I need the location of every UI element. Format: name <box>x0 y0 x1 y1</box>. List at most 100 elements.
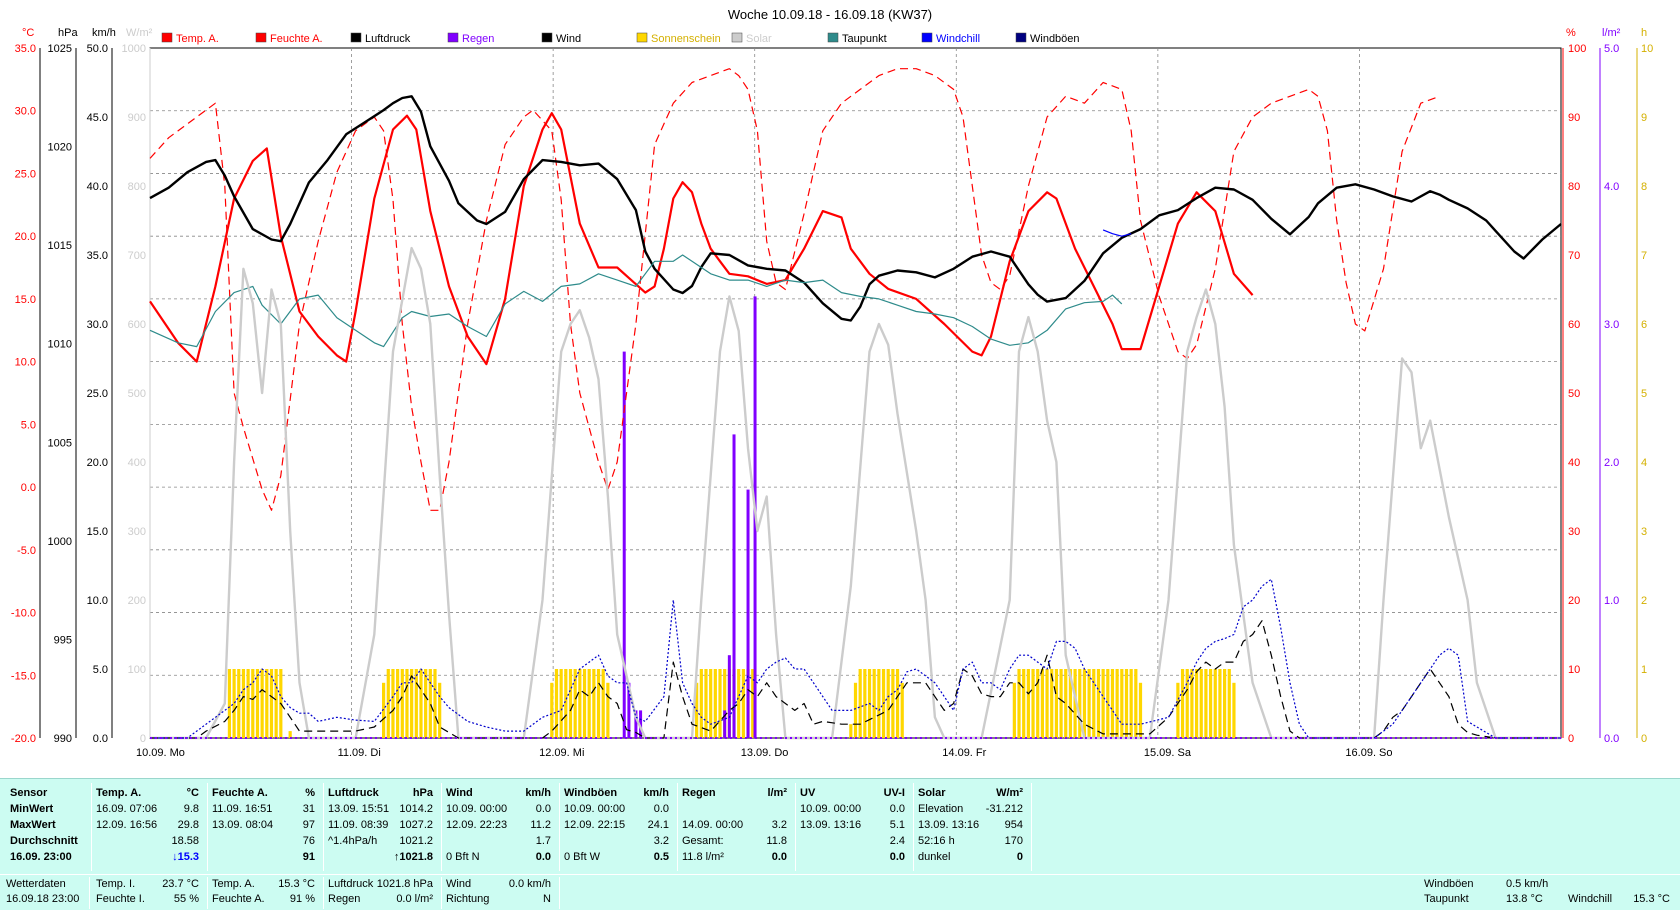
sunshine-bar <box>246 669 250 738</box>
stats-row-value: 1027.2 <box>399 819 433 831</box>
stats-row: ↑1021.8 <box>328 849 437 865</box>
legend-label: Sonnenschein <box>651 33 721 45</box>
stats-header-label: Windböen <box>564 787 618 799</box>
sunshine-bar <box>849 724 853 738</box>
legend-swatch <box>827 32 839 43</box>
axis-unit-sunshine: h <box>1641 27 1647 39</box>
sunshine-bar <box>1124 669 1129 738</box>
stats-row: 18.58 <box>96 833 203 849</box>
stats-header-label: Regen <box>682 787 716 799</box>
sunshine-bar <box>1138 682 1143 738</box>
stats-row: 13.09. 15:51 1014.2 <box>328 801 437 817</box>
current-outside: Temp. A. 15.3 °C Feuchte A. 91 % <box>208 877 324 909</box>
sunshine-bar <box>1227 669 1231 738</box>
stats-header-uv: UV UV-I <box>800 785 909 801</box>
current-values-bar: Wetterdaten 16.09.18 23:00 Temp. I. 23.7 °C… <box>0 874 1680 910</box>
stats-row-time: 12.09. 22:15 <box>564 819 626 831</box>
tick-label-pressure: 990 <box>54 733 72 745</box>
tick-label-temp: 20.0 <box>15 231 36 243</box>
stats-row-value: 11.8 <box>766 835 787 847</box>
stats-header-sensor: Sensor <box>10 785 87 801</box>
stats-row: 10.09. 00:00 0.0 <box>446 801 555 817</box>
sunshine-bar <box>396 669 400 738</box>
windchill-value: 15.3 °C <box>1633 893 1670 905</box>
axis-unit-temp: °C <box>22 27 34 39</box>
sunshine-bar <box>1185 669 1189 738</box>
tick-label-temp: 5.0 <box>21 419 36 431</box>
stats-row-value: 3.2 <box>771 819 787 831</box>
taupunkt-label: Taupunkt <box>1424 893 1469 905</box>
sunshine-bar <box>900 682 904 738</box>
stats-row-time: 12.09. 16:56 <box>96 819 158 831</box>
stats-row: 12.09. 22:23 11.2 <box>446 817 555 833</box>
stats-row-value: 0.0 <box>535 851 551 863</box>
rain-bar <box>639 710 643 738</box>
stats-column-feuchte_a: Feuchte A.% 11.09. 16:51 31 13.09. 08:04 97 7… <box>208 783 324 871</box>
tick-label-wind: 20.0 <box>87 457 108 469</box>
windboeen-label: Windböen <box>1424 878 1474 890</box>
current-wind-label: Richtung <box>446 893 490 905</box>
sunshine-bar <box>1129 669 1133 738</box>
tick-label-sunshine: 9 <box>1641 112 1647 124</box>
legend-label: Windchill <box>936 33 980 45</box>
current-pressure-value: 1021.8 hPa <box>376 878 433 890</box>
tick-label-solar: 200 <box>128 595 146 607</box>
legend-label: Solar <box>746 33 772 45</box>
stats-row-time: 10.09. 00:00 <box>800 803 862 815</box>
tick-label-wind: 15.0 <box>87 526 108 538</box>
sunshine-bar <box>872 669 876 738</box>
tick-label-sunshine: 4 <box>1641 457 1647 469</box>
x-tick-label: 15.09. Sa <box>1144 747 1192 759</box>
sunshine-bar <box>1092 669 1096 738</box>
sunshine-bar <box>1120 669 1124 738</box>
legend-label: Regen <box>462 33 494 45</box>
stats-column-sensor: Sensor MinWert MaxWert Durchschnitt 16.09. 2… <box>6 783 92 871</box>
current-wind-row: Richtung N <box>446 892 555 907</box>
sunshine-bar <box>1106 669 1110 738</box>
sunshine-bar <box>255 669 260 738</box>
stats-row-value: 0.0 <box>771 851 787 863</box>
series-windb-en <box>150 578 1561 739</box>
stats-row-value: 170 <box>1004 835 1023 847</box>
windboeen-value: 0.5 km/h <box>1506 878 1549 890</box>
tick-label-temp: -5.0 <box>17 545 36 557</box>
legend-swatch <box>350 32 362 43</box>
stats-row: 13.09. 13:16 5.1 <box>800 817 909 833</box>
sunshine-bar <box>1194 669 1199 738</box>
stats-row-value: 0 <box>1016 851 1023 863</box>
tick-label-temp: -15.0 <box>11 670 36 682</box>
stats-row-time: dunkel <box>918 851 951 863</box>
tick-label-wind: 0.0 <box>93 733 108 745</box>
tick-label-humidity: 40 <box>1568 457 1580 469</box>
sunshine-bar <box>573 669 577 738</box>
tick-label-pressure: 995 <box>54 634 72 646</box>
stats-row-value: 0.0 <box>889 803 905 815</box>
tick-label-rain: 4.0 <box>1604 181 1619 193</box>
axis-unit-solar: W/m² <box>126 27 153 39</box>
current-right-row: Windböen 0.5 km/h <box>1424 877 1674 892</box>
current-datetime-cell: Wetterdaten 16.09.18 23:00 <box>2 877 90 909</box>
stats-row: 1.7 <box>446 833 555 849</box>
tick-label-pressure: 1025 <box>48 43 72 55</box>
rain-bar <box>723 710 727 738</box>
stats-row: 12.09. 22:15 24.1 <box>564 817 673 833</box>
tick-label-rain: 2.0 <box>1604 457 1619 469</box>
sunshine-bar <box>227 669 232 738</box>
tick-label-rain: 1.0 <box>1604 595 1619 607</box>
sunshine-bar <box>1101 669 1105 738</box>
sunshine-bar <box>414 669 418 738</box>
rain-bar <box>727 655 731 738</box>
current-pressure-row: Regen 0.0 l/m² <box>328 892 437 907</box>
tick-label-sunshine: 7 <box>1641 250 1647 262</box>
sunshine-bar <box>1204 669 1208 738</box>
sunshine-bar <box>718 669 722 738</box>
plot-area <box>149 47 1562 739</box>
sunshine-bar <box>1050 669 1054 738</box>
sunshine-bar <box>587 669 591 738</box>
stats-row-value: ↑1021.8 <box>393 851 433 863</box>
current-inside-value: 55 % <box>173 893 199 905</box>
tick-label-humidity: 10 <box>1568 664 1580 676</box>
tick-label-wind: 35.0 <box>87 250 108 262</box>
series-windchill <box>1102 229 1132 237</box>
stats-row: 2.4 <box>800 833 909 849</box>
